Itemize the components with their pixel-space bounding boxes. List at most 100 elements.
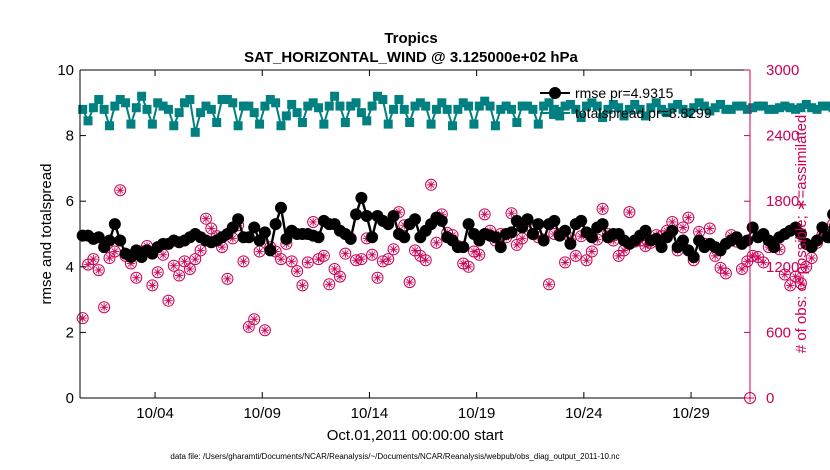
obs-point <box>677 221 689 234</box>
rmse-point <box>275 201 287 214</box>
totalspread-point <box>281 111 291 121</box>
obs-point <box>178 255 191 268</box>
obs-point <box>473 248 486 261</box>
obs-point <box>167 259 180 272</box>
totalspread-point <box>673 99 683 109</box>
x-tick-label: 10/29 <box>672 405 710 422</box>
totalspread-point <box>389 104 399 114</box>
rmse-point <box>344 232 357 245</box>
totalspread-point <box>330 91 340 101</box>
totalspread-point <box>721 104 731 114</box>
totalspread-point <box>426 119 436 129</box>
x-axis-label: Oct.01,2011 00:00:00 start <box>327 427 504 444</box>
totalspread-point <box>517 101 527 111</box>
totalspread-point <box>501 101 511 111</box>
totalspread-point <box>99 104 109 114</box>
totalspread-point <box>153 98 163 108</box>
rmse-point <box>559 224 572 237</box>
totalspread-point <box>131 103 141 113</box>
series-layer <box>76 91 830 404</box>
totalspread-point <box>464 101 474 111</box>
rmse-point <box>409 213 421 226</box>
totalspread-point <box>249 108 259 118</box>
totalspread-point <box>748 103 758 113</box>
totalspread-point <box>716 99 726 109</box>
obs-point <box>328 262 341 275</box>
obs-point <box>183 262 196 275</box>
totalspread-point <box>480 96 490 106</box>
legend: rmse pr=4.9315 totalspread pr=8.8299 <box>540 85 712 121</box>
obs-point <box>237 255 250 268</box>
totalspread-point <box>732 101 742 111</box>
totalspread-point <box>104 121 114 131</box>
obs-point <box>425 178 438 191</box>
totalspread-point <box>394 95 404 105</box>
rmse-point <box>312 231 325 244</box>
obs-point <box>580 254 593 267</box>
totalspread-point <box>694 98 704 108</box>
obs-point <box>794 277 807 290</box>
obs-point <box>719 267 732 280</box>
obs-point <box>382 253 395 266</box>
totalspread-point <box>458 98 468 108</box>
totalspread-point <box>506 104 516 114</box>
totalspread-point <box>657 104 667 114</box>
obs-point <box>189 253 202 266</box>
obs-point <box>221 272 234 285</box>
totalspread-point <box>383 119 393 129</box>
totalspread-point <box>238 101 248 111</box>
obs-point <box>387 243 400 256</box>
totalspread-point <box>276 121 286 131</box>
rmse-point <box>585 231 598 244</box>
totalspread-point <box>807 103 817 113</box>
totalspread-point <box>163 104 173 114</box>
totalspread-series <box>78 91 830 137</box>
obs-point <box>130 271 143 284</box>
totalspread-point <box>753 101 763 111</box>
totalspread-point <box>796 103 806 113</box>
totalspread-point <box>405 117 415 127</box>
rmse-point <box>232 213 245 226</box>
rmse-point <box>548 214 561 227</box>
totalspread-point <box>324 101 334 111</box>
obs-point <box>162 294 175 307</box>
totalspread-point <box>228 98 238 108</box>
rmse-point <box>269 218 282 231</box>
totalspread-point <box>608 99 618 109</box>
rmse-point <box>564 237 577 250</box>
totalspread-point <box>817 101 827 111</box>
obs-point <box>403 276 416 289</box>
totalspread-point <box>823 101 830 111</box>
totalspread-point <box>598 113 608 123</box>
rmse-point <box>639 224 652 237</box>
totalspread-point <box>88 103 98 113</box>
y-right-tick-label: 1800 <box>766 193 799 210</box>
rmse-series <box>76 191 830 263</box>
rmse-point <box>398 231 411 244</box>
totalspread-point <box>769 104 779 114</box>
obs-point <box>682 211 695 224</box>
rmse-point <box>677 234 689 247</box>
rmse-point <box>575 214 588 227</box>
totalspread-point <box>651 98 661 108</box>
totalspread-point <box>496 104 506 114</box>
rmse-point <box>248 221 261 234</box>
y-right-tick-label: 0 <box>766 390 774 407</box>
rmse-point <box>494 241 507 254</box>
totalspread-point <box>169 121 179 131</box>
obs-point <box>242 320 255 333</box>
obs-point <box>543 278 555 291</box>
totalspread-point <box>287 99 297 109</box>
obs-point <box>199 212 212 225</box>
obs-point <box>103 252 116 265</box>
obs-point <box>323 278 336 291</box>
totalspread-point <box>619 111 629 121</box>
totalspread-point <box>185 95 195 105</box>
totalspread-point <box>533 119 543 129</box>
obs-point <box>559 256 572 269</box>
totalspread-point <box>442 104 452 114</box>
totalspread-point <box>705 106 715 116</box>
totalspread-point <box>528 104 538 114</box>
totalspread-point <box>421 101 431 111</box>
